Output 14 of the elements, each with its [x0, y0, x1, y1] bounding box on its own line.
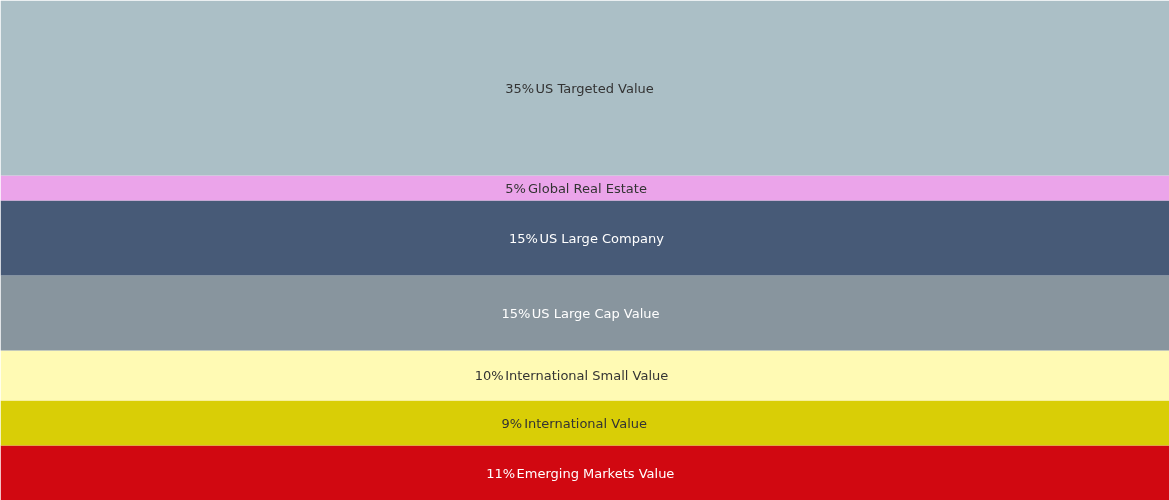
series-label: International Value [524, 415, 648, 431]
series-label: Global Real Estate [528, 180, 647, 196]
data-label: 11% [486, 465, 516, 481]
data-label: 15% [501, 305, 531, 321]
data-label: 5% [505, 180, 526, 196]
data-label: 10% [474, 368, 504, 383]
data-label: 15% [509, 230, 538, 246]
data-label: 9% [501, 415, 523, 431]
series-label: International Small Value [505, 368, 669, 383]
series-label: US Large Cap Value [531, 305, 660, 321]
series-label: US Targeted Value [535, 80, 654, 96]
series-label: US Large Company [539, 230, 665, 246]
data-label: 35% [505, 80, 535, 96]
series-label: Emerging Markets Value [516, 465, 675, 481]
